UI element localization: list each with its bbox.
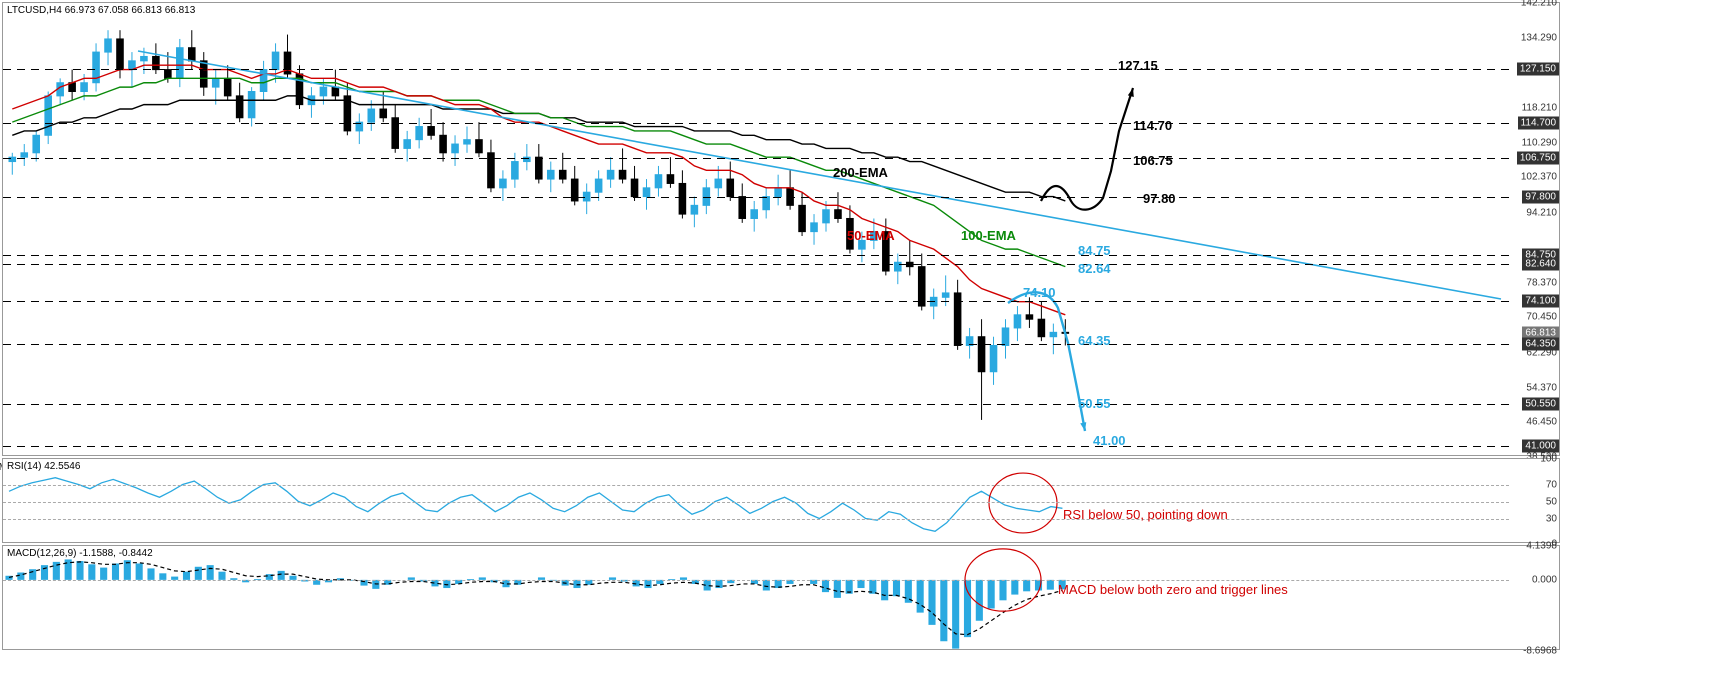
price-box: 97.800 — [1522, 191, 1559, 204]
rsi-y-tick: 70 — [1546, 479, 1557, 490]
price-level-line — [3, 264, 1509, 265]
y-tick: 54.370 — [1526, 382, 1557, 393]
chart-annotation: 74.10 — [1023, 285, 1056, 300]
price-level-line — [3, 255, 1509, 256]
price-level-line — [3, 197, 1509, 198]
price-box: 127.150 — [1517, 62, 1559, 75]
macd-y-tick: -8.6968 — [1523, 646, 1557, 657]
rsi-y-tick: 50 — [1546, 496, 1557, 507]
macd-zero-line — [3, 580, 1509, 581]
y-tick: 134.290 — [1521, 32, 1557, 43]
chart-annotation: 106.75 — [1133, 153, 1173, 168]
rsi-level-line — [3, 502, 1509, 503]
rsi-level-line — [3, 519, 1509, 520]
rsi-y-tick: 30 — [1546, 513, 1557, 524]
y-tick: 118.210 — [1522, 103, 1557, 114]
chart-annotation: 114.70 — [1133, 118, 1172, 133]
chart-annotation: 200-EMA — [833, 165, 888, 180]
macd-y-tick: 4.1398 — [1526, 541, 1557, 552]
chart-annotation: 50-EMA — [847, 228, 895, 243]
price-box: 64.350 — [1522, 337, 1559, 350]
price-level-line — [3, 344, 1509, 345]
macd-y-tick: 0.000 — [1532, 574, 1557, 585]
rsi-note: RSI below 50, pointing down — [1063, 507, 1228, 522]
price-level-line — [3, 301, 1509, 302]
price-level-line — [3, 404, 1509, 405]
macd-note: MACD below both zero and trigger lines — [1058, 582, 1288, 597]
price-level-line — [3, 158, 1509, 159]
chart-annotation: 50.55 — [1078, 396, 1111, 411]
main-price-chart: LTCUSD,H4 66.973 67.058 66.813 66.81338.… — [2, 2, 1560, 456]
chart-annotation: 64.35 — [1078, 333, 1111, 348]
price-level-line — [3, 446, 1509, 447]
chart-annotation: 84.75 — [1078, 243, 1111, 258]
y-tick: 102.370 — [1521, 172, 1557, 183]
price-box: 106.750 — [1517, 152, 1559, 165]
rsi-panel: RSI(14) 42.55460305070100RSI below 50, p… — [2, 458, 1560, 543]
price-box: 82.640 — [1522, 257, 1559, 270]
macd-header: MACD(12,26,9) -1.1588, -0.8442 — [7, 548, 153, 559]
price-level-line — [3, 123, 1509, 124]
price-box: 50.550 — [1522, 398, 1559, 411]
price-level-line — [3, 69, 1509, 70]
y-tick: 110.290 — [1522, 137, 1557, 148]
chart-annotation: 82.64 — [1078, 261, 1111, 276]
chart-annotation: 100-EMA — [961, 228, 1016, 243]
chart-annotation: 127.15 — [1118, 58, 1158, 73]
price-box: 74.100 — [1522, 295, 1559, 308]
chart-annotation: 97.80 — [1143, 191, 1176, 206]
chart-annotation: 41.00 — [1093, 433, 1126, 448]
rsi-y-tick: 100 — [1540, 454, 1557, 465]
y-tick: 78.370 — [1526, 277, 1557, 288]
y-tick: 70.450 — [1526, 312, 1557, 323]
macd-panel: MACD(12,26,9) -1.1588, -0.8442-8.69680.0… — [2, 545, 1560, 650]
symbol-header: LTCUSD,H4 66.973 67.058 66.813 66.813 — [7, 5, 195, 16]
price-box: 41.000 — [1522, 440, 1559, 453]
price-box: 114.700 — [1518, 117, 1559, 130]
rsi-level-line — [3, 485, 1509, 486]
rsi-header: RSI(14) 42.5546 — [7, 461, 80, 472]
y-tick: 46.450 — [1526, 417, 1557, 428]
y-tick: 94.210 — [1526, 208, 1557, 219]
y-tick: 142.210 — [1521, 0, 1557, 9]
